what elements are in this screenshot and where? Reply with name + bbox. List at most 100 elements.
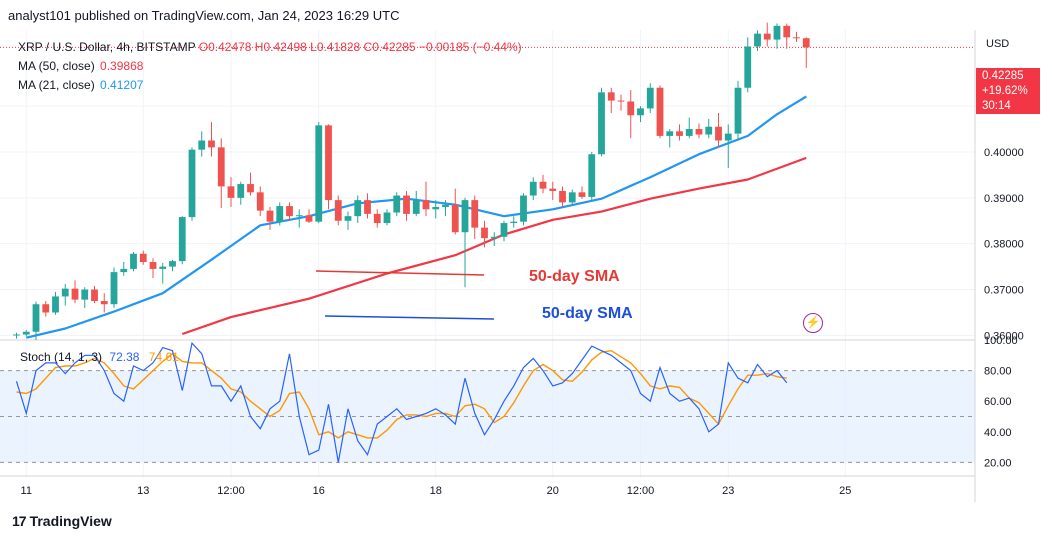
candle-body [305, 215, 313, 222]
candle-body [237, 184, 245, 198]
candle-body [715, 126, 722, 141]
candle-body [22, 331, 30, 335]
candle-body [773, 25, 781, 40]
candle-body [364, 200, 371, 214]
candle-body [627, 101, 635, 116]
candle-body [578, 192, 586, 197]
candle-body [315, 125, 323, 222]
candles [13, 22, 810, 340]
stoch-tick-label: 80.00 [984, 366, 1012, 378]
ma21-legend: MA (21, close) 0.41207 [18, 78, 143, 92]
candle-body [42, 304, 50, 313]
candle-body [373, 213, 381, 224]
candle-body [139, 253, 147, 263]
price-change: +19.62% [982, 85, 1028, 97]
x-tick-label: 11 [21, 485, 32, 497]
candle-body [724, 133, 732, 141]
publish-header: analyst101 published on TradingView.com,… [8, 8, 400, 23]
candle-body [793, 37, 800, 39]
candle-body [490, 236, 498, 239]
stoch-label: Stoch (14, 1, 3) [20, 350, 103, 364]
candle-body [208, 140, 215, 148]
candle-body [227, 186, 235, 198]
candle-body [52, 296, 59, 313]
candle-body [100, 301, 108, 305]
candle-body [539, 181, 547, 189]
stoch-tick-label: 100.00 [984, 335, 1018, 347]
candle-body [568, 192, 576, 203]
stoch-tick-label: 40.00 [984, 427, 1012, 439]
candle-body [471, 200, 479, 228]
red-trend-segment [315, 270, 485, 276]
candle-body [695, 129, 703, 135]
candle-body [110, 272, 118, 305]
brand-name: TradingView [29, 513, 112, 529]
ma50-path [181, 156, 807, 336]
candle-body [276, 206, 284, 222]
annotation-blue: 50-day SMA [542, 305, 633, 322]
candle-body [188, 149, 196, 218]
candle-body [120, 268, 128, 273]
y-tick-label: 0.38000 [984, 239, 1024, 251]
x-tick-label: 12:00 [217, 485, 245, 497]
candle-body [159, 266, 167, 269]
candle-body [334, 200, 342, 221]
stoch-tick-label: 60.00 [984, 396, 1012, 408]
candle-body [529, 181, 537, 196]
y-tick-label: 0.37000 [984, 285, 1024, 297]
candle-body [754, 33, 761, 47]
x-tick-label: 25 [839, 485, 851, 497]
footer-brand[interactable]: 17 TradingView [12, 513, 112, 529]
candle-body [705, 126, 713, 135]
candle-body [510, 221, 518, 224]
x-tick-label: 20 [547, 485, 559, 497]
y-tick-label: 0.39000 [984, 193, 1024, 205]
stoch-d-line [16, 349, 787, 439]
ma50-value: 0.39868 [100, 59, 144, 73]
candle-body [481, 227, 488, 239]
candle-body [169, 261, 176, 267]
candle-body [403, 195, 410, 214]
candle-body [607, 92, 615, 101]
candle-body [617, 100, 625, 102]
stoch-pane [0, 339, 975, 463]
x-tick-label: 16 [313, 485, 325, 497]
candle-body [676, 131, 683, 136]
candle-body [646, 87, 654, 109]
candle-body [91, 289, 98, 302]
last-price: 0.42285 [982, 70, 1024, 82]
x-tick-label: 23 [722, 485, 734, 497]
symbol-legend: XRP / U.S. Dollar, 4h, BITSTAMP O0.42478… [18, 40, 522, 54]
stoch-legend: Stoch (14, 1, 3) 72.38 74.61 [20, 350, 179, 364]
candle-body [802, 38, 810, 48]
lightning-icon[interactable]: ⚡ [803, 313, 823, 333]
drawn-lines [315, 270, 495, 320]
candle-body [637, 108, 644, 116]
candle-body [520, 195, 527, 222]
currency-label: USD [986, 38, 1010, 50]
y-tick-label: 0.40000 [984, 147, 1024, 159]
ma50-label: MA (50, close) [18, 59, 95, 73]
candle-body [461, 200, 469, 233]
candle-body [393, 195, 401, 213]
candle-body [178, 217, 186, 262]
candle-body [412, 200, 420, 214]
candle-body [256, 192, 264, 211]
candle-body [500, 223, 508, 237]
y-tick-label: 0.36000 [984, 330, 1024, 342]
candle-body [666, 131, 674, 136]
candle-body [763, 33, 771, 40]
x-tick-label: 13 [137, 485, 149, 497]
ma21-value: 0.41207 [100, 78, 144, 92]
candle-body [656, 87, 664, 136]
candle-body [247, 184, 254, 193]
symbol-name: XRP / U.S. Dollar, 4h, BITSTAMP [18, 40, 196, 54]
stoch-k-line [15, 341, 788, 463]
x-tick-label: 18 [430, 485, 442, 497]
candle-body [295, 215, 303, 217]
candle-body [32, 304, 40, 332]
candle-body [149, 262, 157, 269]
candle-body [588, 154, 596, 197]
x-tick-label: 12:00 [627, 485, 655, 497]
